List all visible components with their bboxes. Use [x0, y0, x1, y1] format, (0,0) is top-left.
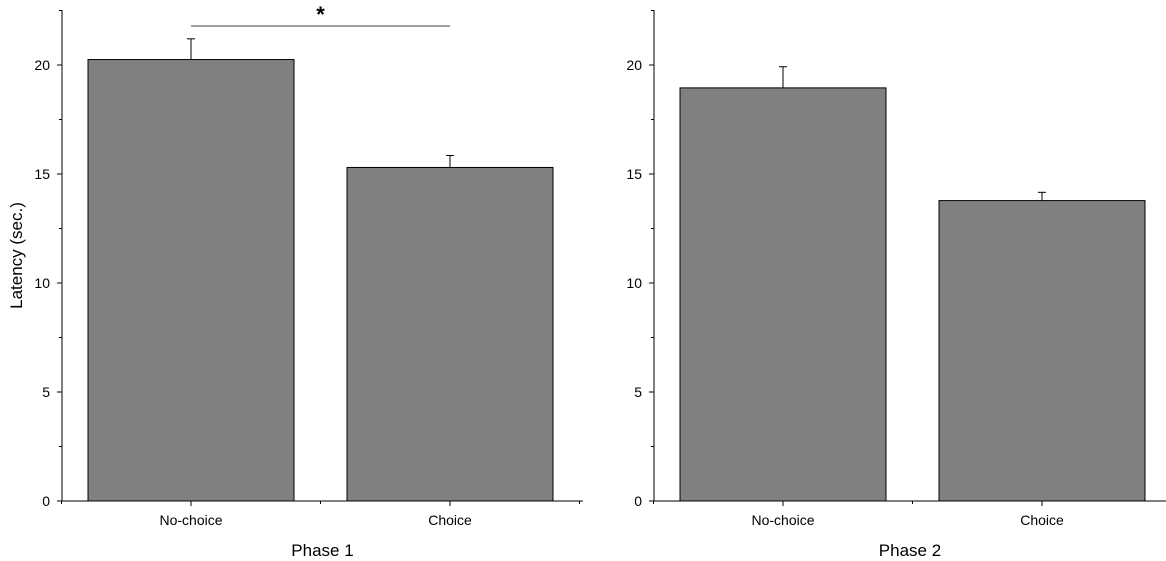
- bar-no-choice: [87, 59, 295, 502]
- bar-no-choice: [679, 87, 887, 502]
- x-tick-label-no-choice: No-choice: [751, 512, 814, 528]
- y-tick-label: 0: [42, 493, 50, 509]
- bar-choice: [346, 166, 554, 502]
- y-tick-label: 0: [634, 493, 642, 509]
- y-tick-label: 20: [34, 57, 50, 73]
- significance-marker: *: [316, 2, 325, 27]
- y-tick-label: 15: [34, 166, 50, 182]
- y-tick-label: 15: [626, 166, 642, 182]
- x-tick-label-choice: Choice: [1020, 512, 1064, 528]
- y-tick-label: 5: [42, 384, 50, 400]
- x-axis-title: Phase 2: [879, 541, 941, 560]
- y-tick-label: 10: [626, 275, 642, 291]
- y-tick-label: 20: [626, 57, 642, 73]
- x-axis-title: Phase 1: [291, 541, 353, 560]
- y-tick-label: 5: [634, 384, 642, 400]
- y-tick-label: 10: [34, 275, 50, 291]
- phase-1-panel: 0 5 10 15 20 No-choice Choice Phase 1 Latency (s…: [7, 2, 583, 560]
- x-tick-label-no-choice: No-choice: [159, 512, 222, 528]
- y-axis-title: Latency (sec.): [7, 202, 26, 309]
- bar-choice: [938, 200, 1146, 502]
- x-tick-label-choice: Choice: [428, 512, 472, 528]
- phase-2-panel: 0 5 10 15 20 No-choice Choice Phase 2: [626, 10, 1166, 560]
